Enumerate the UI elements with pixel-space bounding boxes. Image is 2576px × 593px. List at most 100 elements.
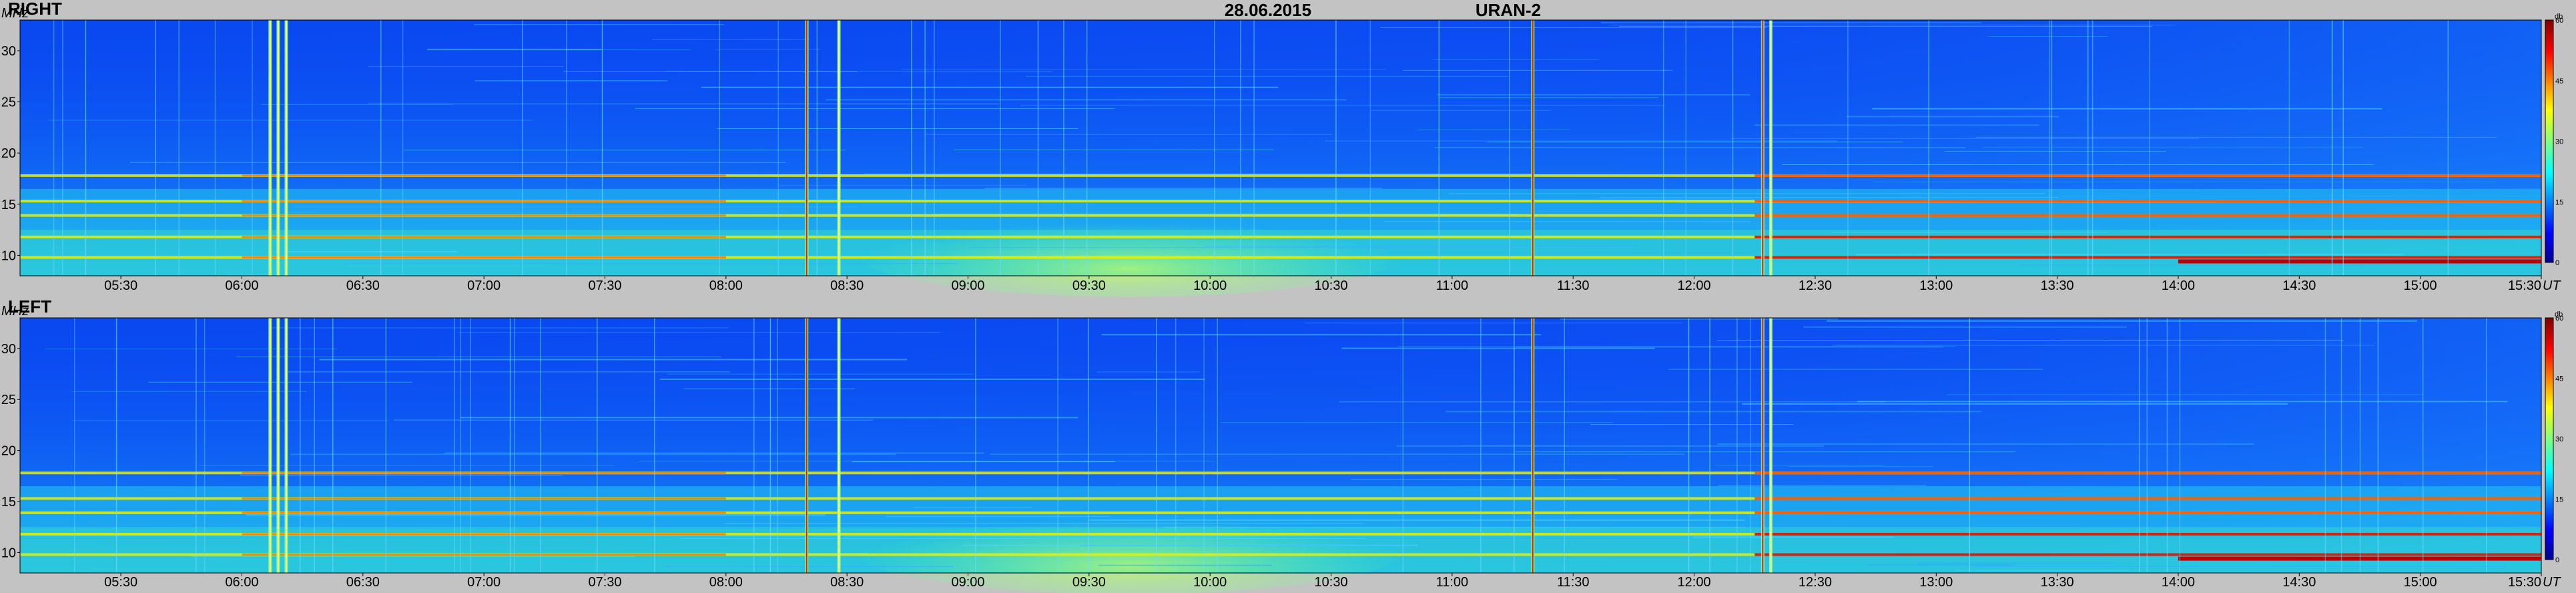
rfi-streak — [261, 104, 454, 105]
rfi-streak — [288, 211, 789, 213]
rfi-streak — [665, 566, 954, 568]
rfi-streak — [1098, 564, 1272, 566]
broadband-streak — [1240, 20, 1241, 276]
x-tick-label: 13:30 — [2041, 575, 2074, 590]
x-tick-label: 05:30 — [104, 278, 137, 293]
broadband-streak — [1750, 318, 1752, 573]
broadband-streak — [1685, 20, 1687, 276]
rfi-streak — [1397, 445, 1824, 447]
x-tick-label: 06:30 — [346, 575, 380, 590]
x-tick-label: 11:30 — [1557, 278, 1590, 293]
x-tick-label: 10:00 — [1193, 575, 1227, 590]
colorbar-tick-label: 45 — [2555, 77, 2563, 85]
interference-band-hot — [1754, 200, 2541, 203]
broadband-streak — [1847, 20, 1849, 276]
broadband-streak — [2324, 318, 2326, 573]
rfi-streak — [724, 522, 1363, 524]
rfi-streak — [717, 128, 1078, 130]
rfi-streak — [1754, 124, 2039, 126]
spectrogram-plot-area — [19, 19, 2542, 297]
broadband-streak — [85, 20, 87, 276]
y-tick-label: 30 — [1, 342, 16, 357]
colorbar-tick-label: 15 — [2555, 496, 2563, 504]
rfi-streak — [886, 516, 1110, 517]
rfi-streak — [1351, 479, 1618, 480]
interference-band-hot — [1754, 553, 2541, 556]
interference-band — [20, 214, 2541, 217]
interference-band — [20, 553, 2541, 556]
rfi-streak — [148, 381, 412, 383]
interference-band-hot — [242, 553, 726, 556]
broadband-streak — [1214, 20, 1215, 276]
colorbar-tick-label: 60 — [2555, 315, 2563, 323]
broadband-streak — [1438, 20, 1440, 276]
burst-core — [277, 318, 279, 573]
broadband-streak — [2288, 20, 2290, 276]
broadband-streak — [402, 20, 404, 276]
rfi-streak — [270, 327, 729, 329]
x-tick-label: 10:00 — [1193, 278, 1227, 293]
rfi-streak — [565, 49, 691, 50]
x-tick-label: 12:30 — [1799, 278, 1832, 293]
rfi-streak — [852, 461, 1116, 463]
interference-band — [20, 511, 2541, 514]
x-unit-label: UT — [2543, 278, 2561, 293]
broadband-streak — [196, 318, 197, 573]
broadband-streak — [1564, 318, 1565, 573]
x-tick-label: 09:00 — [951, 278, 984, 293]
interference-band-hot — [1754, 174, 2541, 177]
rfi-streak — [1163, 526, 1746, 528]
x-tick-label: 07:30 — [588, 278, 621, 293]
rfi-streak — [1692, 536, 1894, 538]
colorbar-tick-label: 30 — [2555, 138, 2563, 146]
rfi-streak — [295, 206, 858, 208]
broadband-streak — [178, 20, 180, 276]
rfi-streak — [652, 39, 810, 40]
rfi-streak — [1868, 564, 2015, 566]
x-tick-label: 15:00 — [2404, 575, 2437, 590]
rfi-streak — [246, 514, 826, 516]
rfi-streak — [925, 134, 1332, 135]
rfi-streak — [1449, 193, 2045, 194]
broadband-streak — [454, 318, 455, 573]
broadband-streak — [252, 20, 253, 276]
panel-title: LEFT — [8, 296, 51, 317]
broadband-streak — [1969, 318, 1971, 573]
x-tick-label: 06:30 — [346, 278, 380, 293]
rfi-streak — [984, 187, 1382, 189]
broadband-streak — [1335, 20, 1337, 276]
rfi-streak — [1832, 345, 2374, 346]
rfi-streak — [1716, 340, 2344, 341]
rfi-streak — [990, 453, 1684, 455]
rfi-streak — [1789, 466, 1933, 467]
rfi-streak — [2019, 264, 2541, 266]
burst-core — [277, 20, 279, 276]
broadband-streak — [2447, 20, 2449, 276]
broadband-streak — [380, 20, 382, 276]
broadband-streak — [975, 318, 976, 573]
colorbar-tick-label: 30 — [2555, 435, 2563, 443]
burst-core — [838, 20, 840, 276]
rfi-streak — [1917, 562, 2113, 564]
x-tick-label: 14:30 — [2282, 278, 2316, 293]
rfi-streak — [427, 49, 602, 51]
rfi-streak — [1515, 451, 2016, 453]
rfi-streak — [457, 332, 941, 333]
x-tick-label: 10:30 — [1315, 575, 1348, 590]
broadband-streak — [2146, 318, 2148, 573]
rfi-streak — [1716, 443, 2254, 445]
colorbar: db 0 15 30 45 60 — [2545, 311, 2563, 564]
interference-band — [20, 256, 2541, 259]
rfi-streak — [1371, 110, 1552, 111]
rfi-streak — [48, 120, 533, 121]
rfi-streak — [1982, 146, 2364, 148]
x-tick-label: 13:00 — [1919, 278, 1953, 293]
panel-title: RIGHT — [8, 0, 62, 19]
interference-band-hot — [242, 236, 726, 238]
y-unit-label: MHz — [1, 304, 29, 319]
x-tick-label: 08:00 — [709, 575, 743, 590]
colorbar-unit: db — [2555, 311, 2563, 319]
rfi-streak — [190, 556, 635, 558]
interference-band-hot — [242, 200, 726, 202]
rfi-streak — [1945, 151, 2166, 152]
